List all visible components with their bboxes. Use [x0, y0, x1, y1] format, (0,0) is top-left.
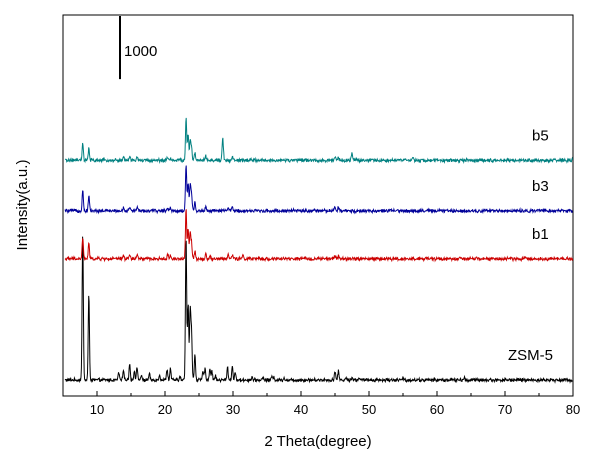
- series-line-b1: [64, 209, 574, 263]
- x-ticks: 10 20 30 40 50 60 70 80: [90, 391, 580, 417]
- x-tick-label: 20: [158, 402, 172, 417]
- series-label-zsm-5: ZSM-5: [508, 347, 553, 364]
- x-tick-label: 30: [226, 402, 240, 417]
- y-axis-title: Intensity(a.u.): [14, 160, 31, 251]
- series-line-b5: [64, 117, 574, 165]
- x-tick-label: 80: [566, 402, 580, 417]
- x-tick-label: 50: [362, 402, 376, 417]
- series-line-b3: [64, 165, 573, 215]
- x-tick-label: 70: [498, 402, 512, 417]
- scale-bar: 1000: [119, 16, 157, 80]
- series-line-zsm-5: [64, 236, 573, 384]
- series-label-b5: b5: [532, 127, 549, 144]
- x-axis-title: 2 Theta(degree): [264, 433, 371, 450]
- series-label-b3: b3: [532, 178, 549, 195]
- plot-frame: [62, 14, 574, 397]
- x-tick-label: 10: [90, 402, 104, 417]
- series-label-b1: b1: [532, 226, 549, 243]
- x-tick-label: 40: [294, 402, 308, 417]
- x-tick-label: 60: [430, 402, 444, 417]
- scale-bar-label: 1000: [124, 43, 157, 60]
- series-layer: ZSM-5 b1 b3 b5: [64, 117, 574, 384]
